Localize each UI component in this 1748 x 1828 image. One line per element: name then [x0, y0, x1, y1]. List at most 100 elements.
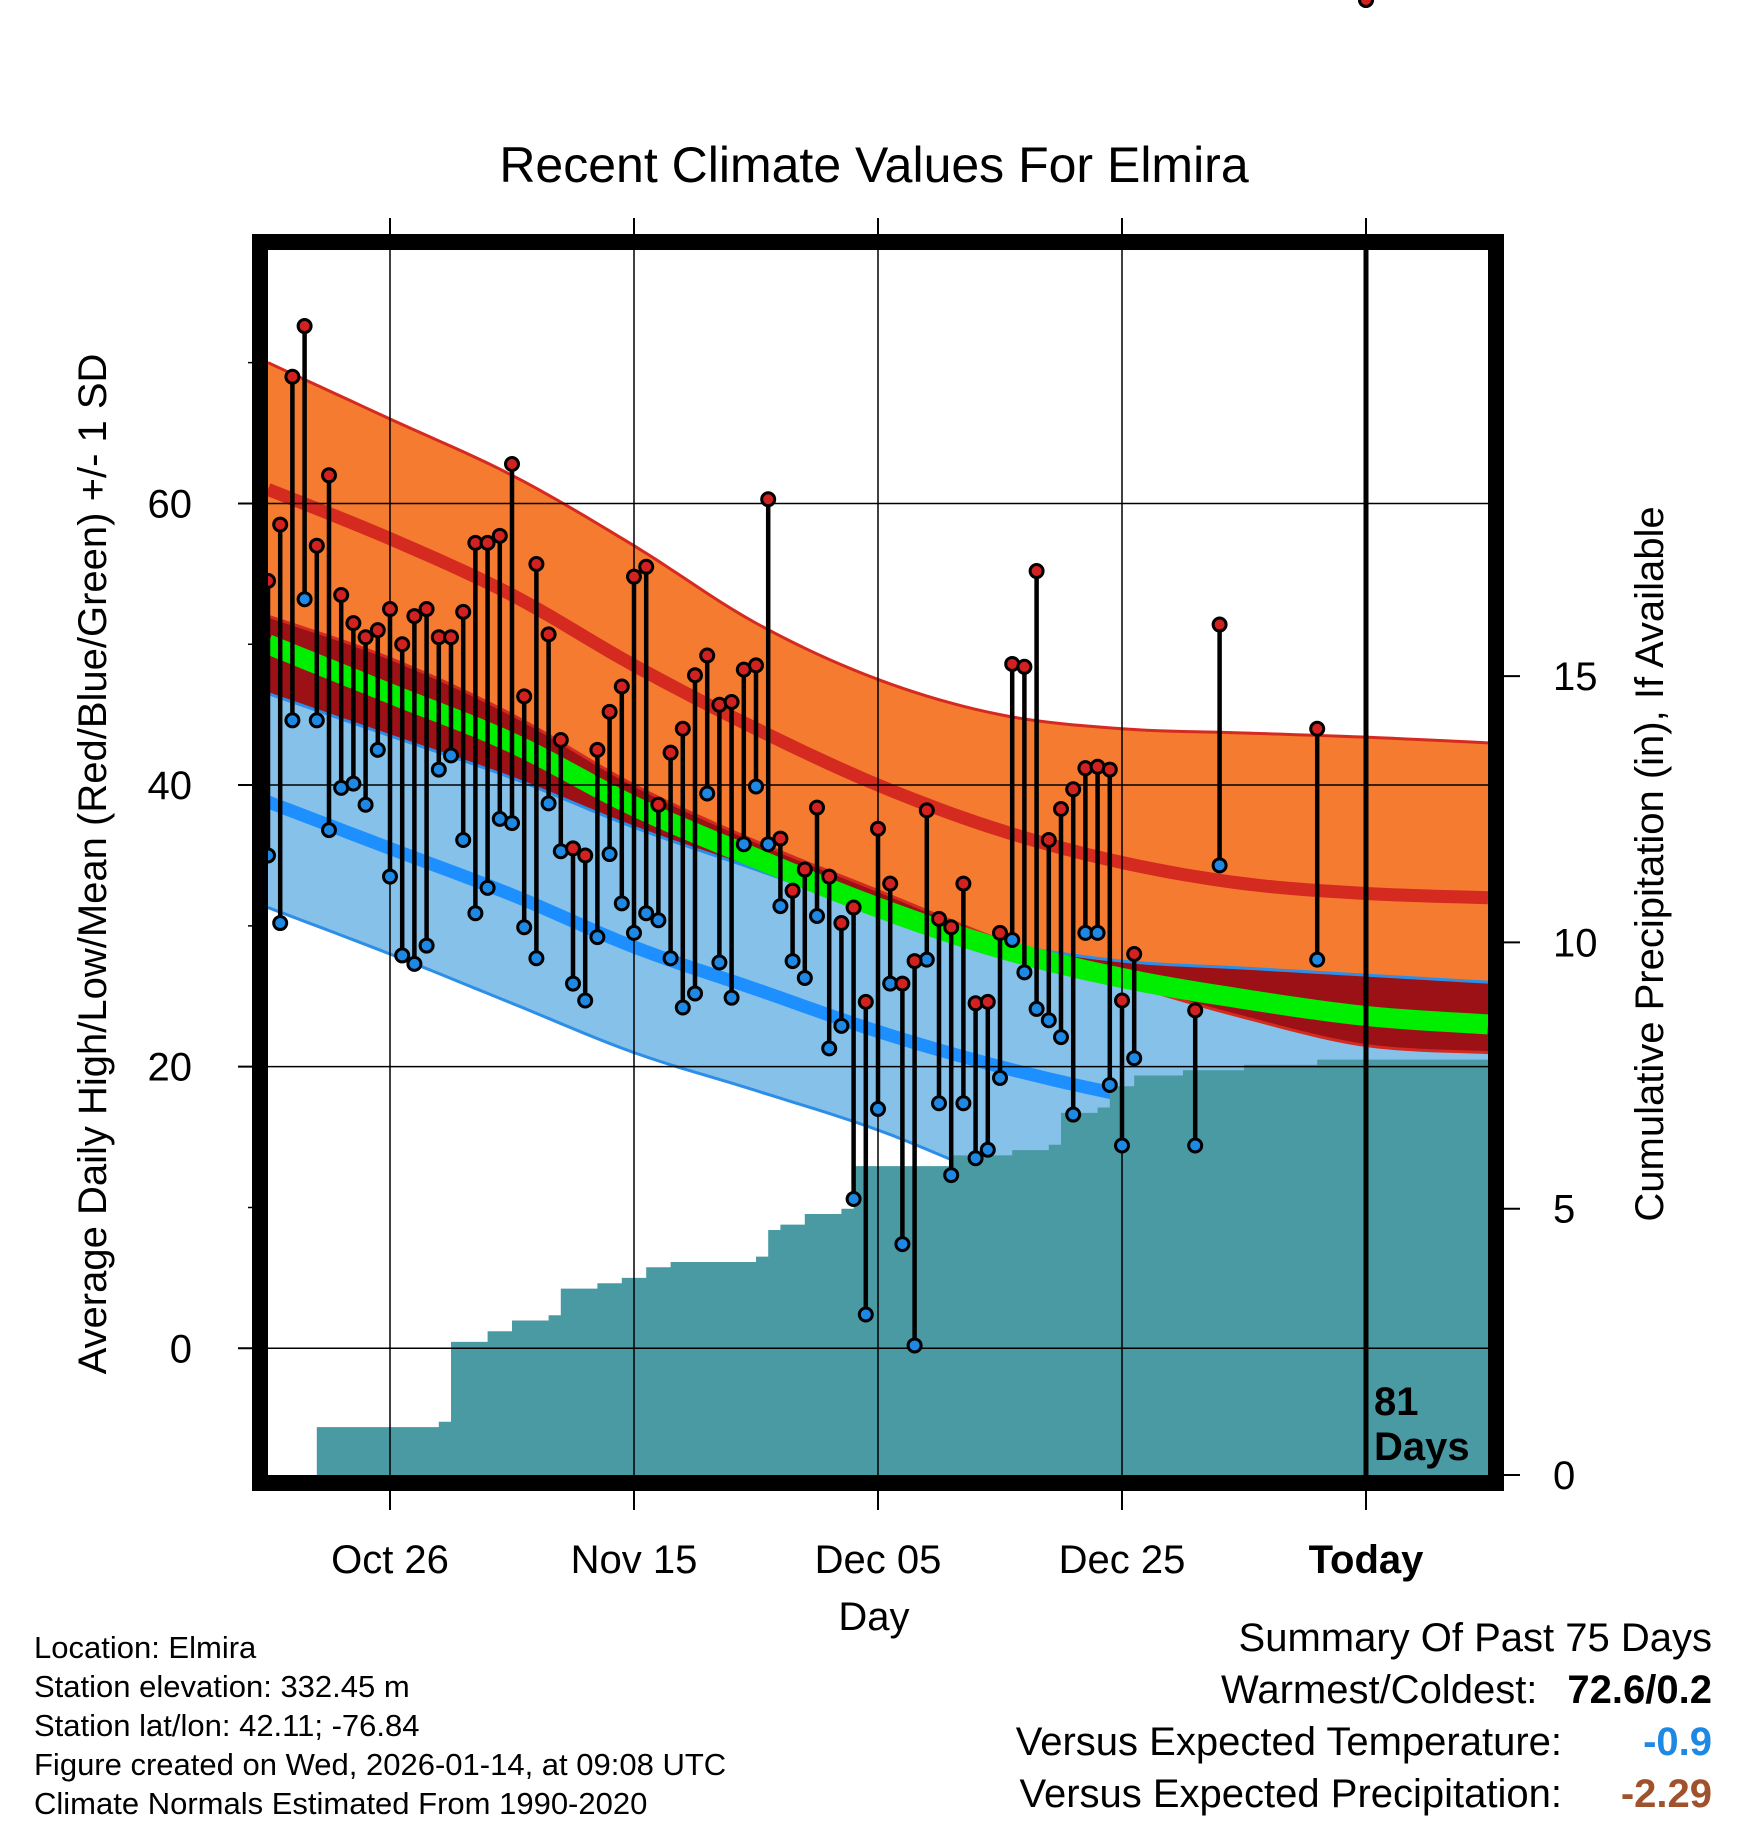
summary-panel: Summary Of Past 75 Days Warmest/Coldest:…	[1016, 1616, 1712, 1824]
low-point	[1053, 1029, 1069, 1046]
high-point	[723, 693, 740, 710]
low-point	[711, 954, 728, 971]
low-point	[845, 1191, 862, 1208]
low-point	[284, 712, 301, 729]
x-tick-label: Dec 05	[815, 1538, 942, 1582]
low-point	[467, 905, 484, 922]
high-point	[748, 657, 764, 674]
axis-ticks: 0 20 40 60 Oct 26 Nov 15 Dec 05 Dec 25 Today 0 5 10…	[148, 218, 1598, 1582]
high-point	[540, 626, 557, 643]
low-point	[979, 1141, 996, 1158]
low-point	[296, 591, 313, 608]
high-point	[906, 953, 923, 970]
high-point	[345, 615, 362, 632]
low-point	[760, 836, 777, 853]
high-point	[845, 899, 862, 916]
low-point	[382, 868, 398, 885]
low-point	[1016, 964, 1033, 981]
y2-axis-title: Cumulative Precipitation (in), If Availa…	[1628, 506, 1672, 1221]
y-tick-label: 60	[148, 482, 193, 526]
high-point	[455, 603, 472, 620]
high-point	[284, 368, 301, 385]
x-tick-label: Nov 15	[571, 1538, 698, 1582]
y2-tick-label: 15	[1553, 655, 1598, 699]
y2-tick-label: 5	[1553, 1188, 1575, 1232]
x-tick-label: Dec 25	[1059, 1538, 1186, 1582]
high-point	[382, 601, 398, 618]
y-tick-label: 0	[170, 1327, 192, 1371]
y-axis-title: Average Daily High/Low/Mean (Red/Blue/Gr…	[71, 354, 115, 1375]
high-point	[931, 910, 947, 927]
high-point	[626, 568, 642, 585]
low-point	[406, 955, 423, 972]
y-tick-label: 40	[148, 764, 193, 808]
high-point	[1065, 781, 1082, 798]
summary-heading-row: Summary Of Past 75 Days	[1016, 1616, 1712, 1668]
low-point	[626, 924, 642, 941]
low-point	[430, 761, 447, 778]
temp-value: -0.9	[1643, 1720, 1712, 1764]
low-point	[955, 1095, 972, 1112]
high-point	[662, 744, 679, 761]
low-point	[796, 969, 813, 986]
y2-tick-label: 0	[1553, 1454, 1575, 1498]
chart-title: Recent Climate Values For Elmira	[499, 137, 1249, 193]
low-point	[308, 712, 325, 729]
high-point	[1053, 800, 1069, 817]
low-point	[699, 785, 716, 802]
high-point	[601, 703, 618, 720]
low-point	[943, 1167, 960, 1184]
created-text: Figure created on Wed, 2026-01-14, at 09…	[34, 1747, 727, 1782]
high-point	[479, 534, 496, 551]
high-point	[833, 915, 850, 932]
high-point	[1101, 761, 1118, 778]
high-point	[308, 537, 325, 554]
low-point	[357, 796, 374, 813]
temp-row: Versus Expected Temperature: -0.9	[1016, 1720, 1712, 1772]
low-point	[577, 992, 594, 1009]
low-point	[479, 879, 496, 896]
precip-label: Versus Expected Precipitation:	[1019, 1772, 1562, 1816]
y-tick-label: 20	[148, 1046, 193, 1090]
high-point	[406, 608, 423, 625]
latlon-text: Station lat/lon: 42.11; -76.84	[34, 1708, 420, 1743]
high-point	[943, 919, 960, 936]
high-point	[357, 629, 374, 646]
low-point	[931, 1095, 947, 1112]
high-point	[1309, 720, 1326, 737]
precip-value: -2.29	[1620, 1772, 1712, 1816]
low-point	[455, 831, 472, 848]
high-point	[1211, 616, 1228, 633]
low-point	[662, 950, 679, 967]
high-point	[992, 924, 1008, 941]
high-point	[272, 516, 289, 533]
low-point	[772, 898, 789, 915]
low-point	[613, 895, 630, 912]
low-point	[1211, 857, 1228, 874]
high-point	[821, 868, 838, 885]
high-point	[1187, 1002, 1204, 1019]
high-point	[1358, 0, 1374, 8]
high-point	[394, 636, 411, 653]
high-point	[760, 491, 777, 508]
warmest-label: Warmest/Coldest:	[1221, 1668, 1538, 1712]
low-point	[394, 947, 411, 964]
high-point	[857, 993, 874, 1010]
low-point	[735, 836, 752, 853]
high-point	[1114, 992, 1130, 1009]
high-point	[918, 802, 935, 819]
x-tick-label: Today	[1309, 1538, 1425, 1582]
x-axis-title: Day	[838, 1595, 909, 1639]
high-point	[528, 555, 545, 572]
low-point	[906, 1337, 923, 1354]
temperature-bars	[265, 326, 1320, 1346]
high-point	[418, 601, 435, 618]
high-point	[1016, 658, 1033, 675]
high-point	[650, 796, 667, 813]
low-point	[821, 1040, 838, 1057]
precip-row: Versus Expected Precipitation: -2.29	[1016, 1772, 1712, 1824]
elevation-text: Station elevation: 332.45 m	[34, 1669, 410, 1704]
low-point	[272, 915, 289, 932]
normals-text: Climate Normals Estimated From 1990-2020	[34, 1786, 648, 1821]
